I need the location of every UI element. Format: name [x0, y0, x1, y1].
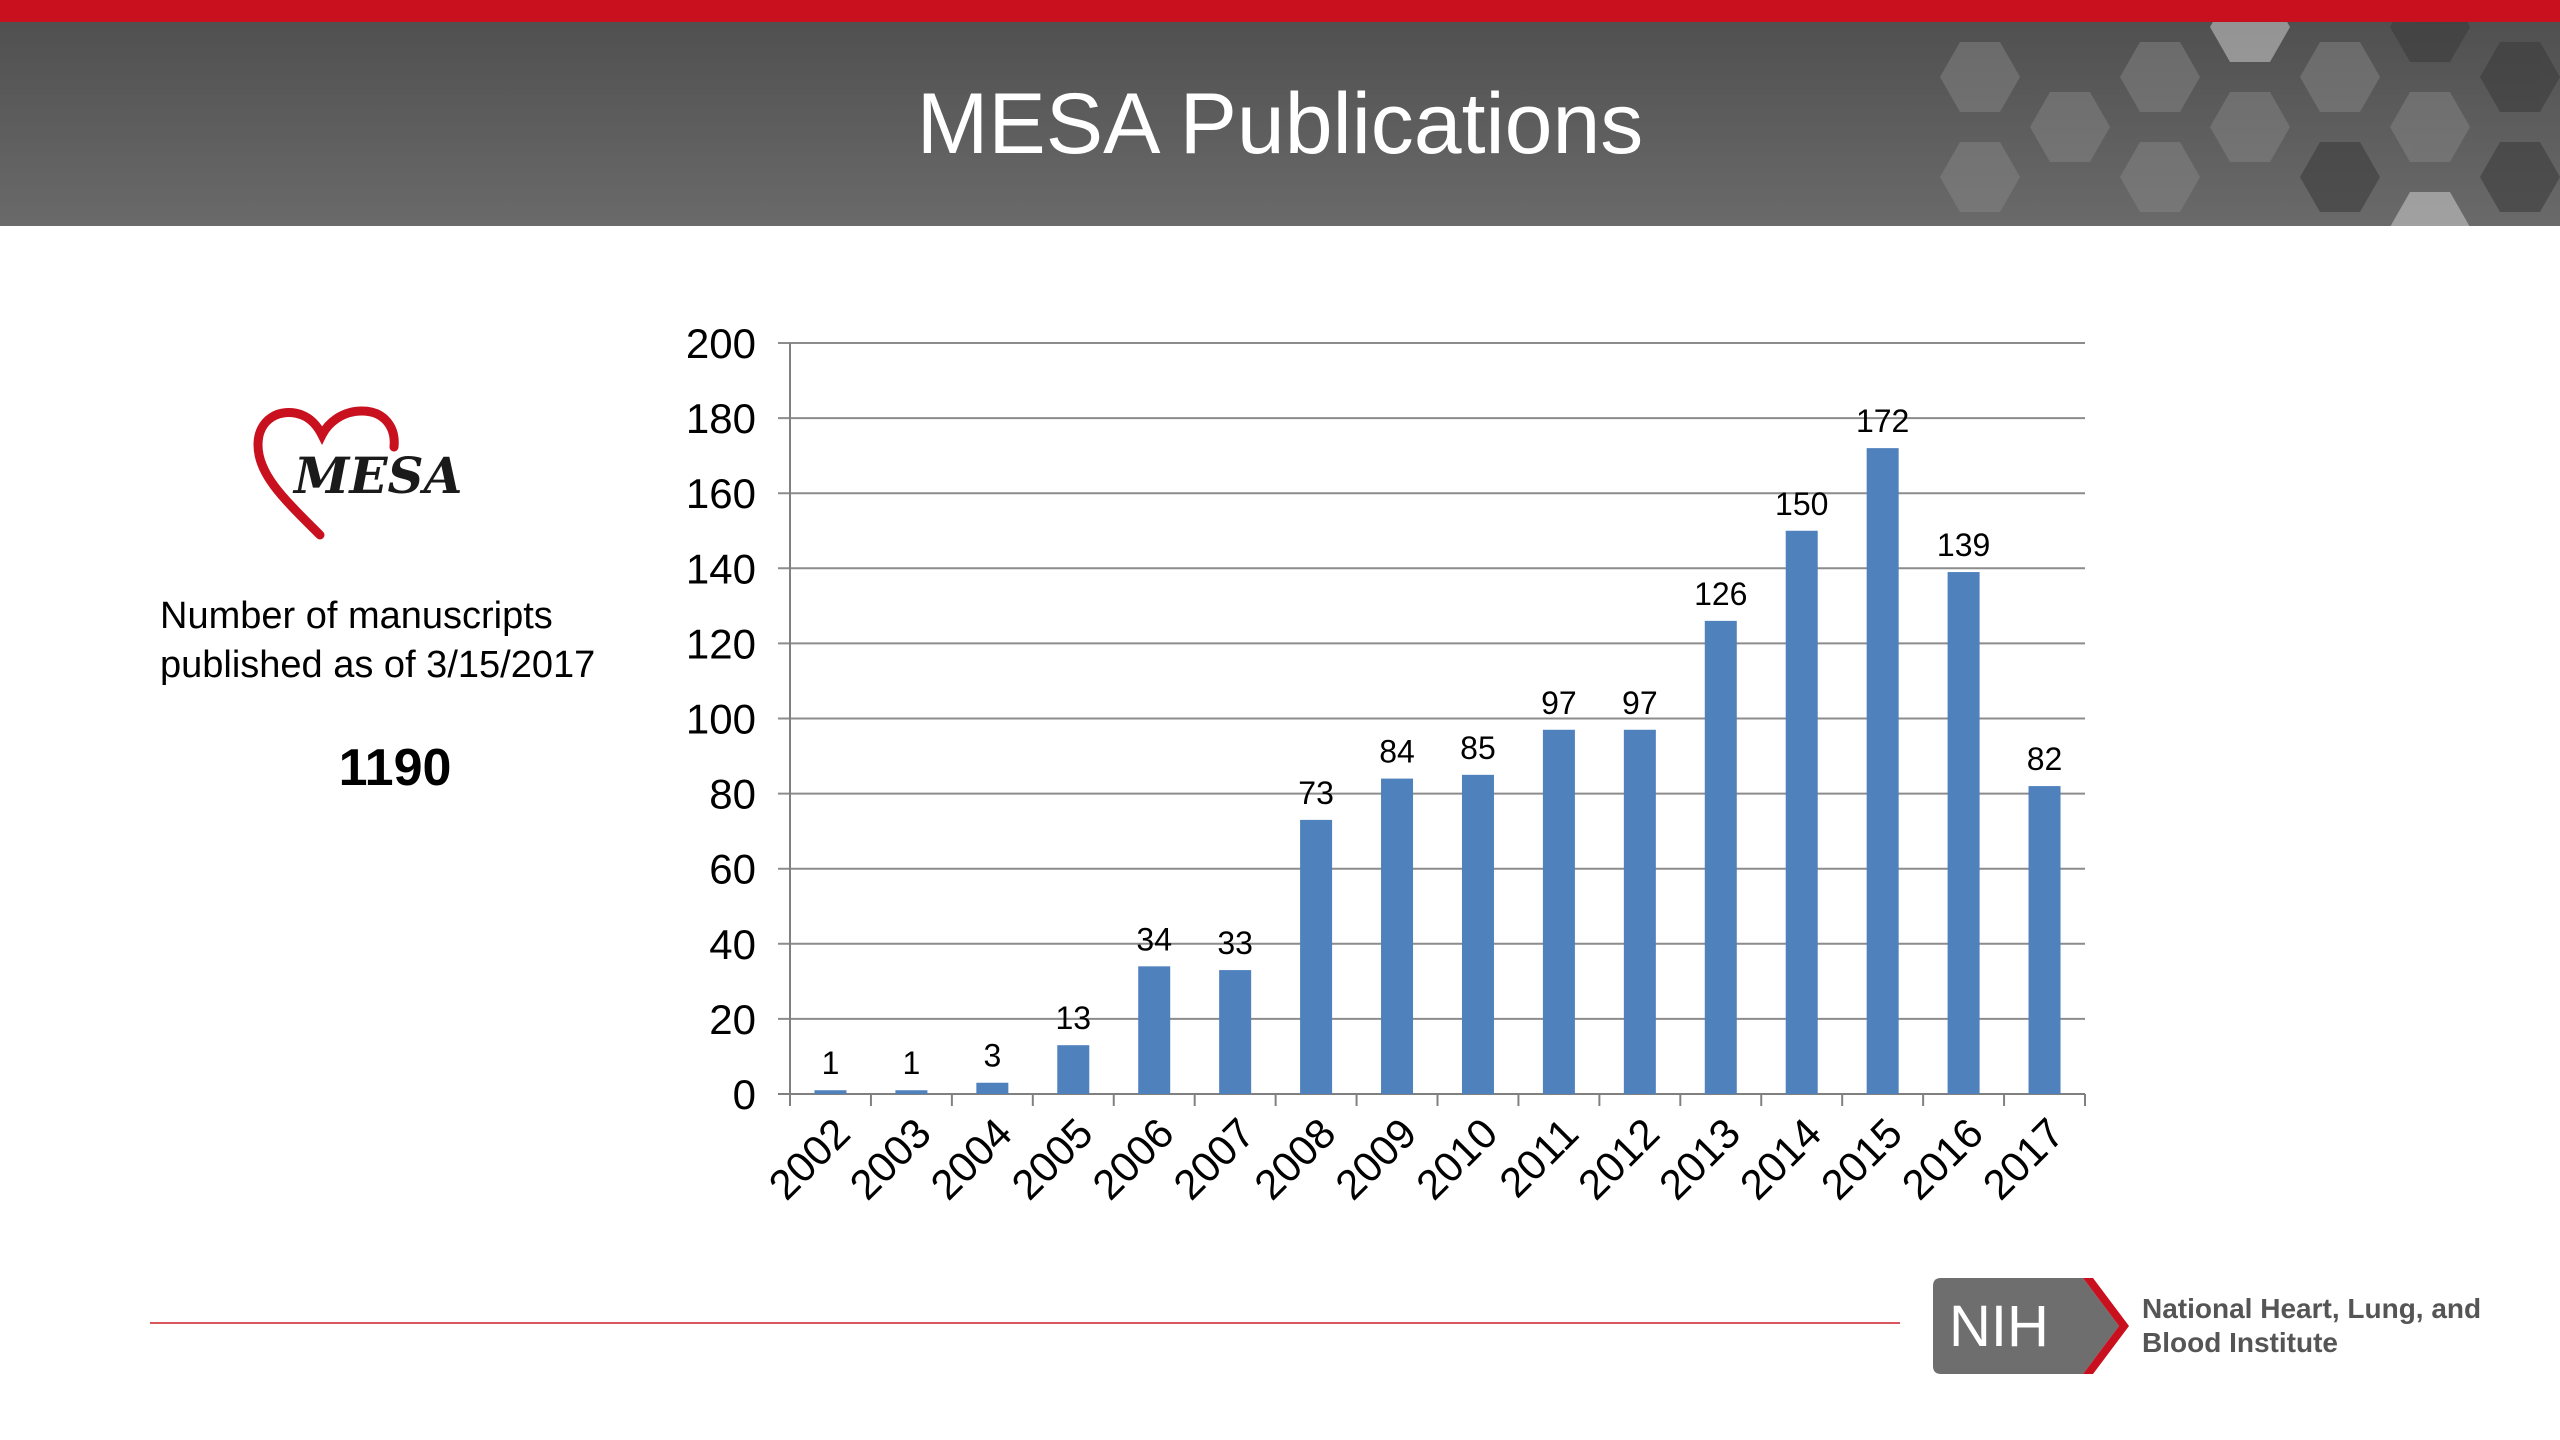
hexagon-pattern-decoration [1940, 22, 2560, 226]
x-tick-label: 2009 [1326, 1109, 1425, 1208]
bar-2002 [814, 1090, 847, 1094]
y-tick-label: 120 [686, 620, 756, 667]
bar-value-label: 73 [1298, 775, 1334, 811]
bar-value-label: 85 [1460, 730, 1496, 766]
bar-value-label: 97 [1622, 685, 1658, 721]
bar-2014 [1785, 530, 1818, 1094]
svg-text:NIH: NIH [1949, 1294, 2049, 1359]
x-tick-label: 2012 [1569, 1109, 1668, 1208]
bar-value-label: 172 [1856, 403, 1909, 439]
x-tick-label: 2004 [921, 1109, 1020, 1208]
bar-value-label: 33 [1217, 925, 1253, 961]
x-tick-label: 2014 [1731, 1109, 1830, 1208]
y-tick-label: 160 [686, 470, 756, 517]
bar-value-label: 126 [1694, 576, 1747, 612]
y-tick-label: 100 [686, 696, 756, 743]
manuscripts-caption: Number of manuscripts published as of 3/… [160, 595, 596, 686]
svg-text:MESA: MESA [292, 446, 462, 505]
bar-2012 [1623, 729, 1656, 1094]
bar-2017 [2028, 786, 2061, 1094]
institute-name: National Heart, Lung, and Blood Institut… [2142, 1293, 2482, 1358]
bar-2015 [1866, 448, 1899, 1094]
bar-value-label: 13 [1055, 1000, 1091, 1036]
bar-value-label: 97 [1541, 685, 1577, 721]
mesa-heart-logo: MESA [253, 406, 462, 540]
y-tick-label: 200 [686, 320, 756, 367]
bar-value-label: 34 [1136, 921, 1172, 957]
bar-2011 [1542, 729, 1575, 1094]
slide-title: MESA Publications [916, 75, 1644, 172]
bar-2013 [1704, 620, 1737, 1094]
x-tick-label: 2008 [1245, 1109, 1344, 1208]
x-tick-label: 2010 [1407, 1109, 1506, 1208]
bar-2003 [895, 1090, 928, 1094]
y-tick-label: 40 [709, 921, 756, 968]
x-tick-label: 2002 [760, 1109, 859, 1208]
bars [814, 448, 2061, 1094]
total-publications-count: 1190 [338, 739, 452, 797]
bar-2004 [976, 1082, 1009, 1094]
bar-2007 [1219, 970, 1252, 1094]
bar-value-label: 82 [2027, 741, 2063, 777]
y-axis-ticks: 0 20 40 60 80 100 120 140 160 180 200 [686, 320, 756, 1118]
nih-logo: NIH [1933, 1278, 2129, 1374]
footer-divider [150, 1322, 1900, 1324]
y-tick-label: 80 [709, 771, 756, 818]
bar-2006 [1138, 966, 1171, 1094]
bar-value-label: 3 [983, 1038, 1001, 1074]
bar-value-label: 84 [1379, 734, 1415, 770]
x-tick-label: 2011 [1490, 1109, 1587, 1206]
y-tick-label: 140 [686, 545, 756, 592]
bar-value-label: 150 [1775, 486, 1828, 522]
bar-2005 [1057, 1045, 1090, 1094]
x-tick-label: 2006 [1083, 1109, 1182, 1208]
x-axis-ticks: 2002200320042005200620072008200920102011… [760, 1094, 2086, 1208]
y-tick-label: 60 [709, 846, 756, 893]
bar-2016 [1947, 572, 1980, 1094]
top-accent-stripe [0, 0, 2560, 22]
x-tick-label: 2007 [1164, 1109, 1263, 1208]
bar-2010 [1461, 774, 1494, 1094]
x-tick-label: 2015 [1812, 1109, 1911, 1208]
y-tick-label: 180 [686, 395, 756, 442]
y-tick-label: 0 [733, 1071, 756, 1118]
bar-2009 [1381, 778, 1414, 1094]
bar-value-label: 139 [1937, 527, 1990, 563]
bar-2008 [1300, 819, 1333, 1094]
bar-value-label: 1 [903, 1045, 921, 1081]
header-band: MESA Publications [0, 22, 2560, 226]
x-tick-label: 2005 [1002, 1109, 1101, 1208]
x-tick-label: 2017 [1974, 1109, 2073, 1208]
bar-value-label: 1 [822, 1045, 840, 1081]
x-tick-label: 2016 [1893, 1109, 1992, 1208]
x-tick-label: 2003 [840, 1109, 939, 1208]
y-tick-label: 20 [709, 996, 756, 1043]
x-tick-label: 2013 [1650, 1109, 1749, 1208]
